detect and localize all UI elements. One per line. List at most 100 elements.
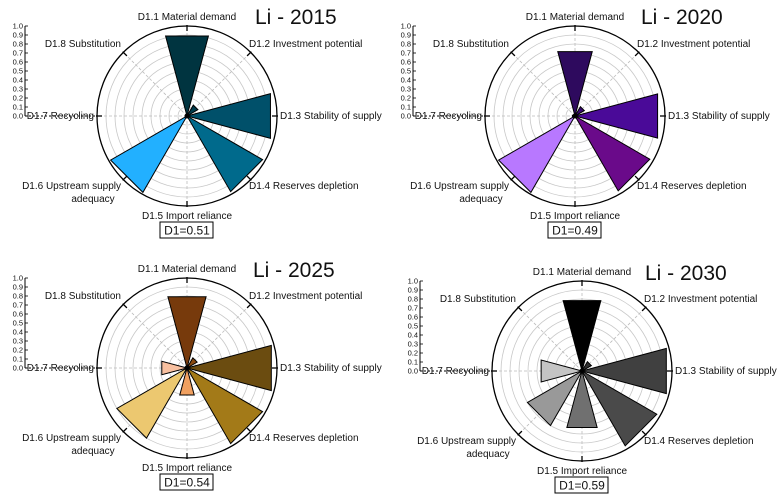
bar-D1-2: [185, 357, 198, 370]
category-label-line2: adequacy: [71, 194, 114, 205]
radial-tick-label: 0.4: [13, 328, 23, 337]
center-dot: [572, 113, 578, 119]
bar-D1-2: [580, 360, 593, 373]
category-label: D1.1 Material demand: [533, 267, 631, 278]
angle-tick: [641, 306, 647, 312]
bar-D1-1: [164, 35, 210, 118]
category-label: D1.7 Recycling: [27, 111, 94, 122]
category-label-line2: adequacy: [459, 194, 502, 205]
category-label: D1.8 Substitution: [45, 291, 121, 302]
category-label: D1.7 Recycling: [415, 111, 482, 122]
radial-tick-label: 0.5: [401, 67, 411, 76]
angle-tick: [246, 175, 252, 181]
angle-tick: [510, 175, 516, 181]
category-label: D1.5 Import reliance: [142, 463, 232, 474]
summary-value: D1=0.49: [552, 224, 598, 238]
polar-chart-4: 0.00.10.20.30.40.50.60.70.80.91.0 D1.1 Ma…: [408, 262, 777, 494]
chart-title: Li - 2030: [645, 262, 727, 285]
bar-D1-4: [185, 114, 264, 193]
radial-tick-label: 0.8: [13, 292, 23, 301]
category-label: D1.5 Import reliance: [142, 211, 232, 222]
grid-spoke: [186, 304, 251, 369]
category-label: D1.5 Import reliance: [537, 466, 627, 477]
category-label: D1.3 Stability of supply: [675, 366, 777, 377]
radial-tick-label: 0.0: [13, 112, 23, 121]
bar-D1-4: [573, 114, 651, 192]
category-label-line1: D1.6 Upstream supply: [417, 436, 516, 447]
radial-tick-label: 0.6: [401, 58, 411, 67]
radial-tick-label: 0.2: [13, 346, 23, 355]
category-label: D1.4 Reserves depletion: [249, 181, 359, 192]
category-label: D1.8 Substitution: [440, 294, 516, 305]
angle-tick: [634, 175, 640, 181]
bar-D1-4: [185, 366, 264, 445]
radial-tick-label: 1.0: [13, 274, 23, 283]
bar-D1-7: [161, 360, 189, 376]
center-dot: [579, 368, 585, 374]
angle-tick: [517, 306, 523, 312]
bar-D1-3: [185, 344, 272, 392]
chart-title: Li - 2025: [253, 259, 335, 282]
radial-tick-label: 0.3: [13, 337, 23, 346]
grid-spoke: [518, 307, 583, 372]
bar-D1-7: [540, 359, 584, 383]
category-label: D1.1 Material demand: [138, 264, 236, 275]
category-label: D1.7 Recycling: [422, 366, 489, 377]
angle-tick: [122, 175, 128, 181]
radial-tick-label: 0.0: [408, 367, 418, 376]
radial-tick-label: 0.6: [13, 310, 23, 319]
category-label: D1.3 Stability of supply: [668, 111, 770, 122]
radial-tick-label: 0.5: [13, 319, 23, 328]
bar-D1-5: [179, 366, 195, 396]
grid-spoke: [123, 52, 188, 117]
radial-tick-label: 0.6: [13, 58, 23, 67]
center-dot: [184, 113, 190, 119]
grid-spoke: [186, 52, 251, 117]
category-label: D1.2 Investment potential: [249, 291, 362, 302]
radial-tick-label: 0.2: [401, 94, 411, 103]
radial-tick-label: 0.4: [408, 331, 418, 340]
radial-tick-label: 0.2: [13, 94, 23, 103]
summary-box: [554, 476, 609, 494]
radial-tick-label: 0.1: [13, 355, 23, 364]
radial-tick-label: 0.3: [408, 340, 418, 349]
category-label: D1.2 Investment potential: [644, 294, 757, 305]
chart-title: Li - 2020: [641, 6, 723, 29]
radial-tick-label: 0.7: [13, 49, 23, 58]
radial-tick-label: 0.8: [408, 295, 418, 304]
chart-title: Li - 2015: [255, 6, 337, 29]
bar-D1-3: [185, 92, 271, 140]
radial-tick-label: 0.9: [13, 31, 23, 40]
category-label: D1.4 Reserves depletion: [249, 433, 359, 444]
category-label: D1.2 Investment potential: [249, 39, 362, 50]
category-label: D1.4 Reserves depletion: [644, 436, 754, 447]
polar-chart-1: 0.00.10.20.30.40.50.60.70.80.91.0 D1.1 Ma…: [13, 6, 382, 239]
radial-tick-label: 1.0: [13, 22, 23, 31]
radial-tick-label: 0.6: [408, 313, 418, 322]
angle-tick: [122, 303, 128, 309]
radial-tick-label: 0.3: [13, 85, 23, 94]
category-label: D1.3 Stability of supply: [280, 111, 382, 122]
grid-spoke: [581, 307, 646, 372]
polar-chart-3: 0.00.10.20.30.40.50.60.70.80.91.0 D1.1 Ma…: [13, 259, 382, 491]
summary-box: [159, 473, 214, 491]
grid-spoke: [511, 52, 576, 117]
category-label-line2: adequacy: [466, 449, 509, 460]
grid-spoke: [574, 52, 639, 117]
bar-D1-3: [573, 93, 659, 139]
category-label: D1.7 Recycling: [27, 363, 94, 374]
summary-box: [159, 221, 214, 239]
category-label: D1.2 Investment potential: [637, 39, 750, 50]
polar-chart-2: 0.00.10.20.30.40.50.60.70.80.91.0 D1.1 Ma…: [401, 6, 770, 239]
radial-tick-label: 1.0: [408, 277, 418, 286]
bar-D1-5: [566, 369, 598, 429]
category-label: D1.5 Import reliance: [530, 211, 620, 222]
bar-D1-1: [557, 51, 593, 118]
angle-tick: [246, 303, 252, 309]
bar-D1-2: [185, 104, 199, 118]
category-label: D1.3 Stability of supply: [280, 363, 382, 374]
angle-tick: [510, 51, 516, 57]
angle-tick: [122, 51, 128, 57]
center-dot: [184, 365, 190, 371]
